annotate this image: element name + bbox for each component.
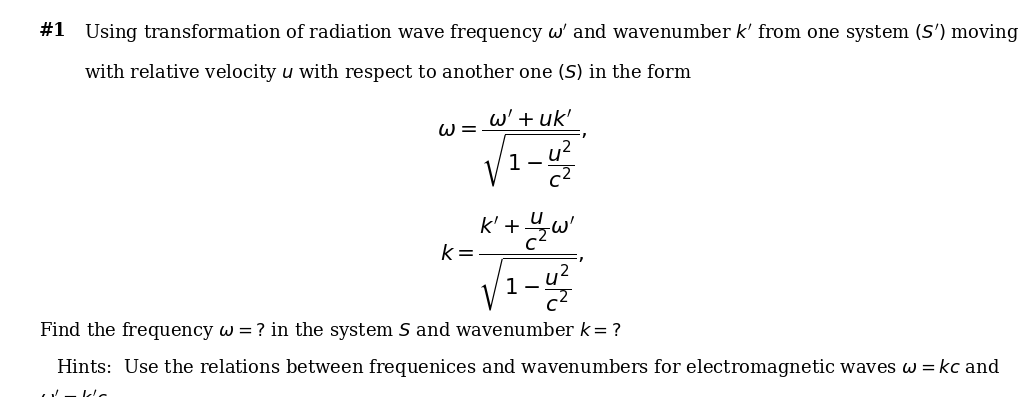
Text: #1: #1 xyxy=(39,22,67,40)
Text: Find the frequency $\omega =?$ in the system $S$ and wavenumber $k =?$: Find the frequency $\omega =?$ in the sy… xyxy=(39,320,622,341)
Text: Using transformation of radiation wave frequency $\omega^{\prime}$ and wavenumbe: Using transformation of radiation wave f… xyxy=(84,22,1019,45)
Text: $\omega^{\prime} = k^{\prime}c$.: $\omega^{\prime} = k^{\prime}c$. xyxy=(39,390,113,397)
Text: Hints:  Use the relations between frequenices and wavenumbers for electromagneti: Hints: Use the relations between frequen… xyxy=(56,357,1000,379)
Text: $\omega = \dfrac{\omega^{\prime} + uk^{\prime}}{\sqrt{1 - \dfrac{u^2}{c^2}}},$: $\omega = \dfrac{\omega^{\prime} + uk^{\… xyxy=(437,107,587,190)
Text: $k = \dfrac{k^{\prime} + \dfrac{u}{c^2}\omega^{\prime}}{\sqrt{1 - \dfrac{u^2}{c^: $k = \dfrac{k^{\prime} + \dfrac{u}{c^2}\… xyxy=(439,210,585,314)
Text: with relative velocity $u$ with respect to another one $(S)$ in the form: with relative velocity $u$ with respect … xyxy=(84,62,691,83)
